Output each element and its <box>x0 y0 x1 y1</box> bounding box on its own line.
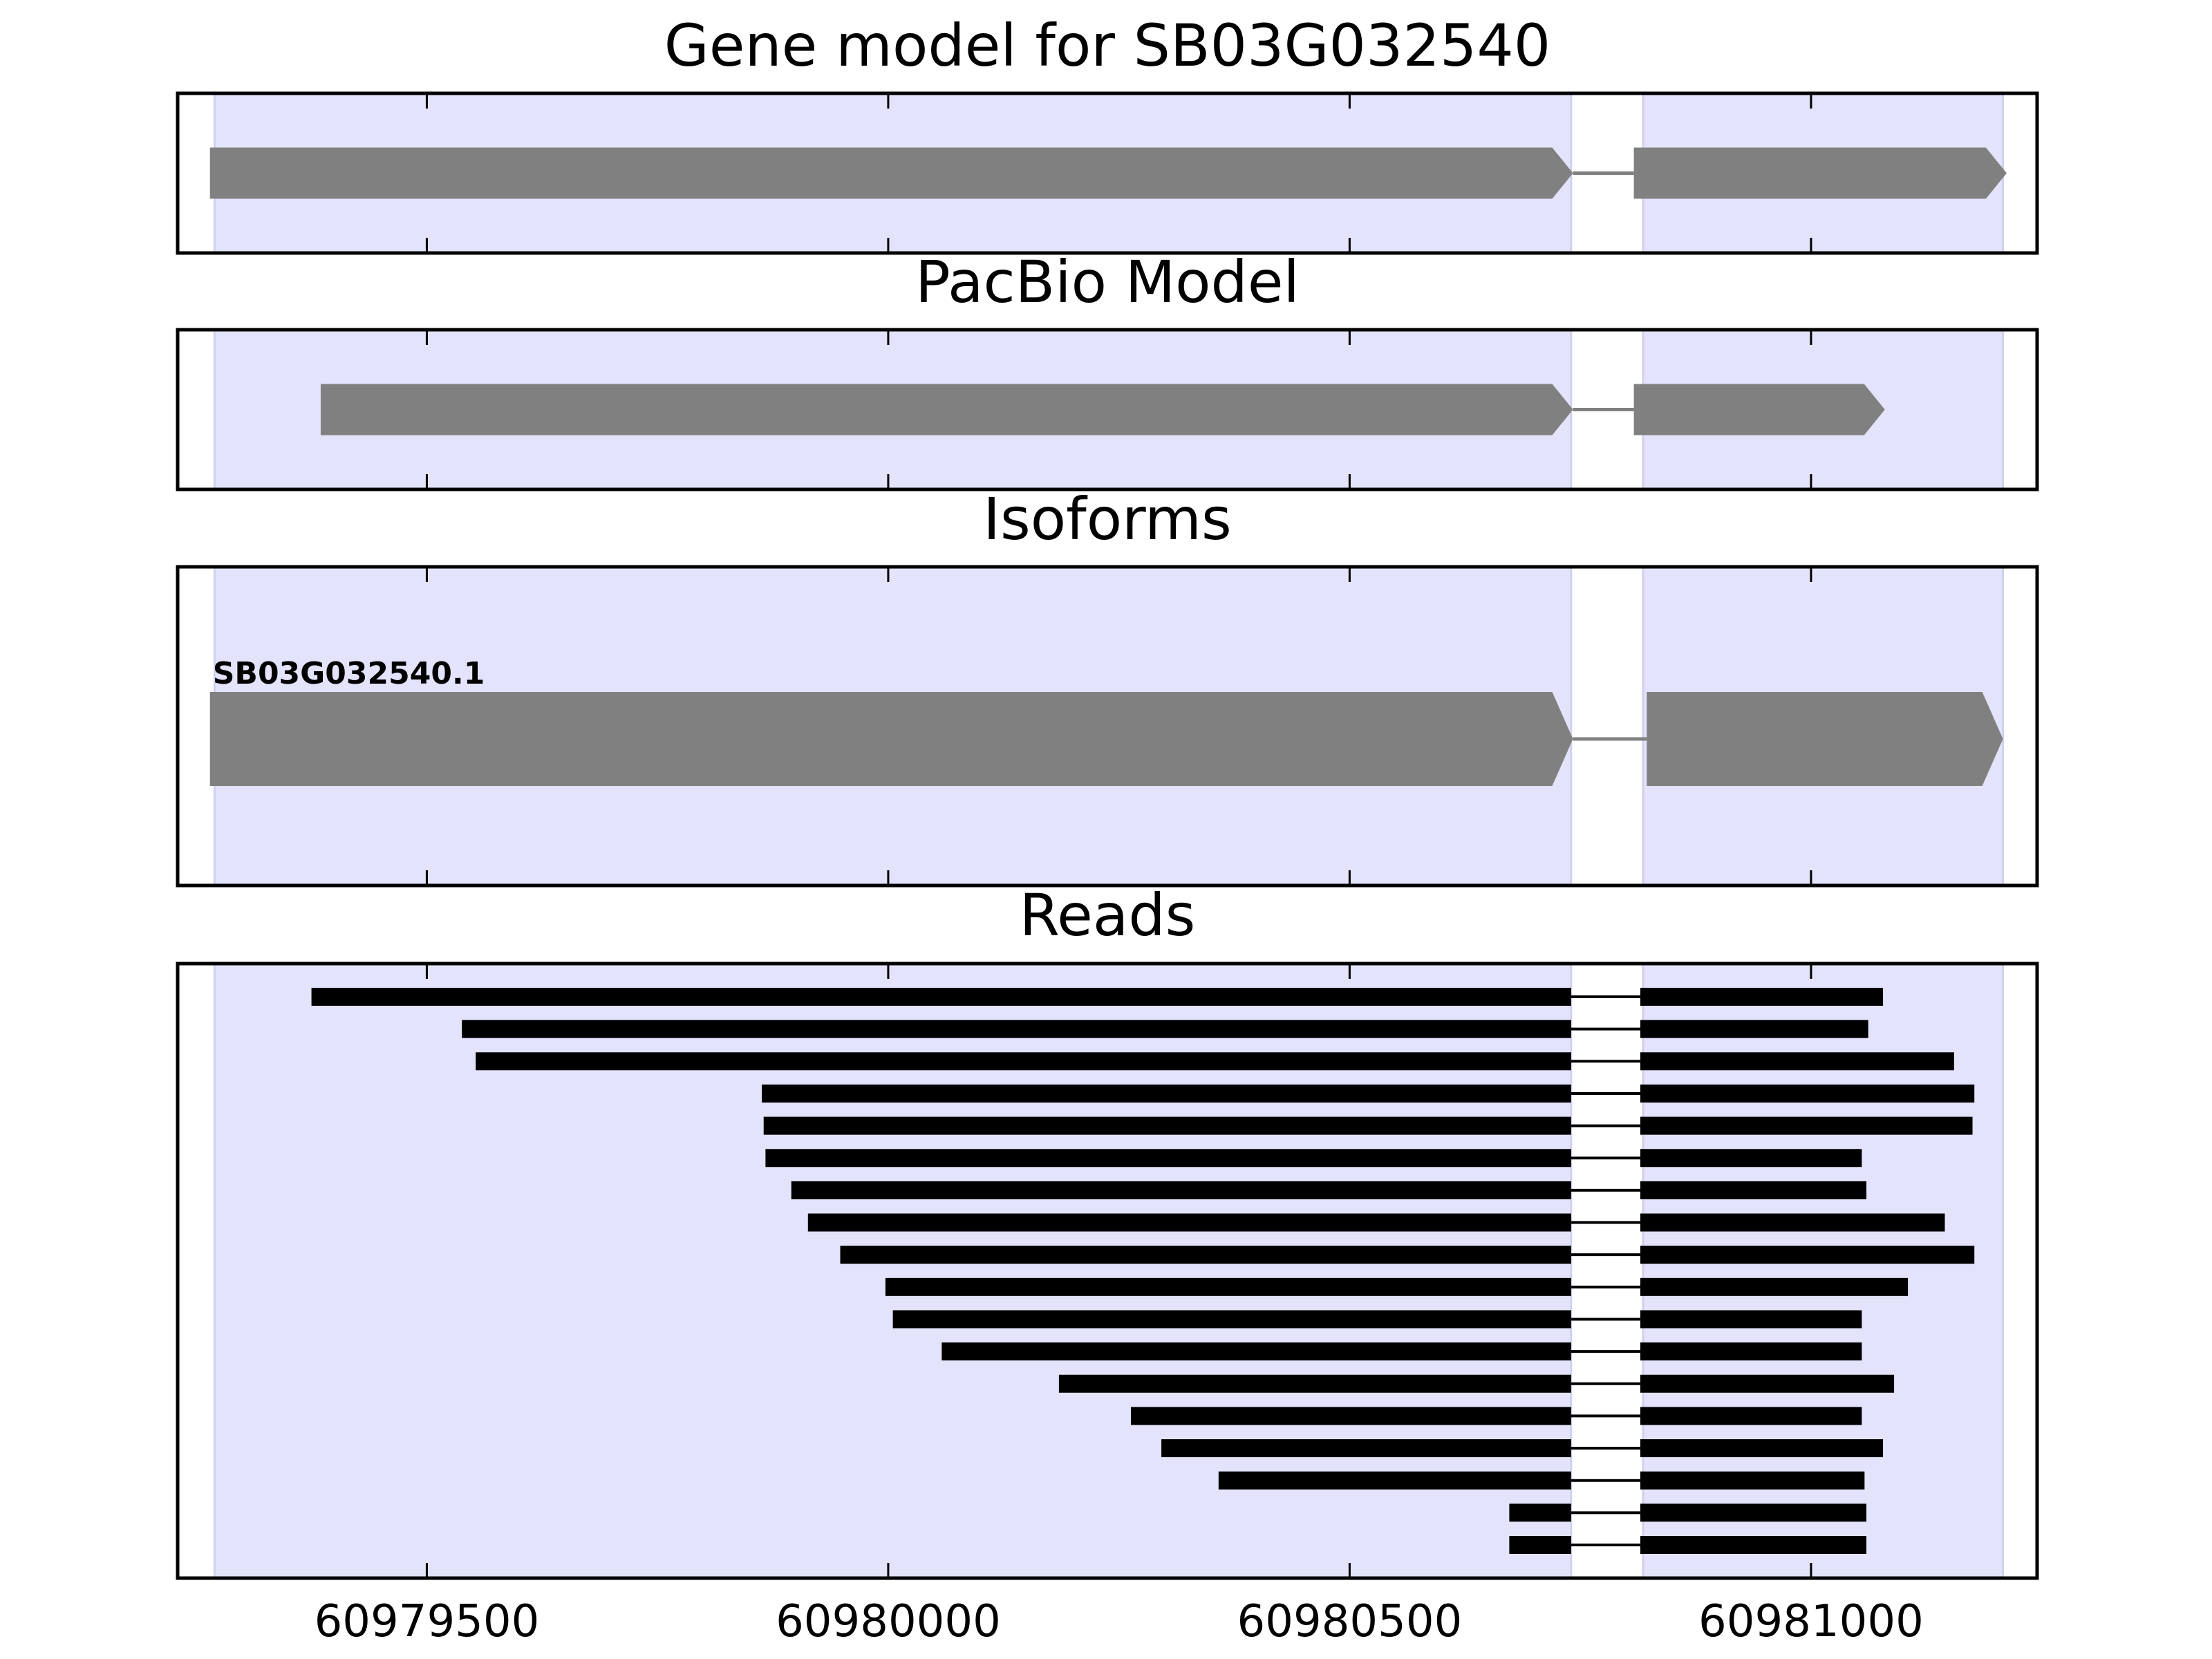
read-row <box>476 1052 1954 1071</box>
read-block <box>1640 988 1884 1006</box>
read-block <box>311 988 1571 1006</box>
read-block <box>1640 1407 1862 1425</box>
read-row <box>765 1149 1862 1168</box>
x-tick-label: 60979500 <box>315 1596 540 1647</box>
read-block <box>1640 1084 1975 1103</box>
read-block <box>1640 1116 1973 1135</box>
exon-block <box>209 147 1573 199</box>
read-row <box>840 1246 1975 1264</box>
read-row <box>763 1116 1973 1135</box>
read-row <box>807 1213 1945 1232</box>
panel-gene: PacBio Model <box>176 248 2039 491</box>
read-block <box>807 1213 1571 1232</box>
read-block <box>1058 1374 1571 1393</box>
read-block <box>892 1310 1571 1329</box>
read-block <box>476 1052 1571 1071</box>
read-block <box>1640 1246 1975 1264</box>
read-row <box>462 1020 1868 1038</box>
read-block <box>1509 1536 1571 1554</box>
isoform-label: SB03G032540.1 <box>213 656 485 691</box>
panel-gene: Gene model for SB03G032540 <box>176 12 2039 255</box>
read-block <box>762 1084 1571 1103</box>
read-block <box>1509 1503 1571 1522</box>
exon-block <box>209 691 1573 786</box>
read-block <box>1640 1439 1884 1458</box>
read-row <box>1161 1439 1884 1458</box>
read-row <box>791 1181 1867 1199</box>
read-block <box>941 1342 1571 1361</box>
panel-isoform: Isoforms SB03G032540.1 <box>176 485 2039 888</box>
read-row <box>1131 1407 1862 1425</box>
read-block <box>840 1246 1571 1264</box>
read-row <box>762 1084 1975 1103</box>
read-block <box>1640 1213 1945 1232</box>
read-block <box>1640 1536 1867 1554</box>
panel-title: Gene model for SB03G032540 <box>664 12 1550 79</box>
read-block <box>1640 1503 1867 1522</box>
read-block <box>1161 1439 1571 1458</box>
read-row <box>1509 1536 1867 1554</box>
read-block <box>1218 1471 1571 1490</box>
x-tick-label: 60981000 <box>1698 1596 1924 1647</box>
panel-reads: Reads <box>176 881 2039 1580</box>
read-block <box>1640 1277 1909 1296</box>
panel-title: PacBio Model <box>915 248 1300 316</box>
read-row <box>941 1342 1862 1361</box>
exon-block <box>1633 147 2007 199</box>
x-tick-label: 60980000 <box>776 1596 1001 1647</box>
read-block <box>1640 1342 1862 1361</box>
read-row <box>311 988 1884 1006</box>
panel-frame <box>176 962 2039 1580</box>
read-row <box>885 1277 1909 1296</box>
read-block <box>885 1277 1571 1296</box>
read-block <box>1640 1310 1862 1329</box>
read-block <box>1640 1020 1868 1038</box>
read-block <box>1640 1181 1867 1199</box>
x-tick-label: 60980500 <box>1237 1596 1463 1647</box>
read-row <box>892 1310 1862 1329</box>
exon-block <box>1647 691 2003 786</box>
read-block <box>1131 1407 1571 1425</box>
panel-frame <box>176 328 2039 491</box>
read-block <box>765 1149 1571 1168</box>
read-row <box>1218 1471 1865 1490</box>
read-block <box>791 1181 1571 1199</box>
read-block <box>1640 1471 1865 1490</box>
panel-frame <box>176 91 2039 255</box>
read-block <box>763 1116 1571 1135</box>
read-block <box>1640 1149 1862 1168</box>
panel-title: Isoforms <box>983 485 1232 553</box>
panel-title: Reads <box>1020 881 1196 949</box>
read-block <box>1640 1052 1954 1071</box>
exon-block <box>320 384 1573 435</box>
panel-frame <box>176 565 2039 888</box>
panels-layer: Gene model for SB03G032540 PacBio Model Is… <box>176 12 2039 1647</box>
read-block <box>462 1020 1571 1038</box>
exon-block <box>1633 384 1885 435</box>
read-block <box>1640 1374 1895 1393</box>
read-row <box>1058 1374 1895 1393</box>
read-row <box>1509 1503 1867 1522</box>
